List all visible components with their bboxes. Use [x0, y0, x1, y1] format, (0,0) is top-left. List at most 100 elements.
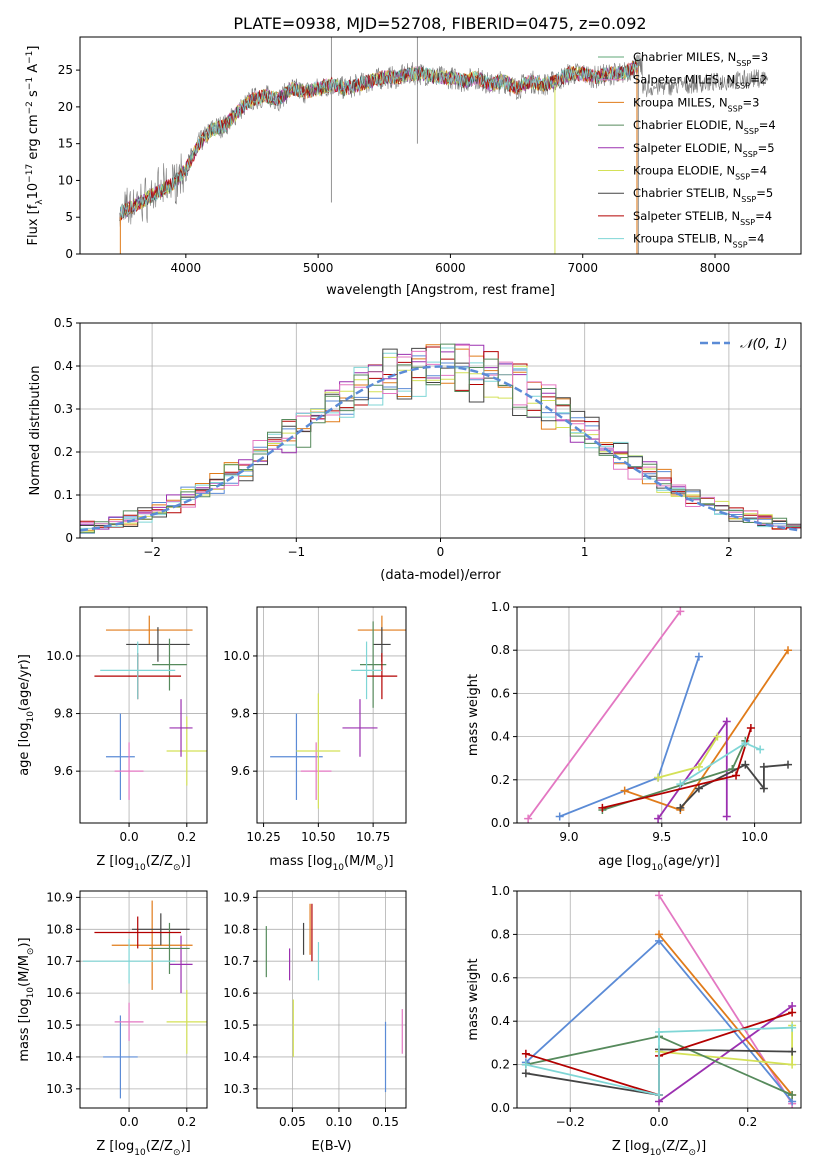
weight-point-marker — [788, 1008, 797, 1017]
x-tick-label: 0.2 — [177, 1115, 196, 1129]
y-tick-label: 0.3 — [54, 402, 73, 416]
weight-point-marker — [676, 607, 685, 616]
weight-point-marker — [676, 780, 685, 789]
weight-series-line — [657, 736, 719, 779]
y-tick-label: 10.5 — [223, 1018, 250, 1032]
y-axis-label: mass weight — [466, 674, 481, 756]
x-tick-label: 10.0 — [741, 830, 768, 844]
x-tick-label: 0.2 — [738, 1115, 757, 1129]
y-tick-label: 5 — [65, 210, 73, 224]
weight-point-marker — [654, 773, 663, 782]
weight-point-marker — [759, 784, 768, 793]
x-tick-label: 0.0 — [120, 1115, 139, 1129]
legend: Chabrier MILES, NSSP=3 Salpeter MILES, NS… — [598, 50, 776, 249]
residuals-frame: −2 −1 0 1 2 0 0.1 0.2 0.3 0.4 0.5 — [54, 316, 802, 559]
axes-frame — [256, 606, 407, 824]
y-tick-label: 9.6 — [231, 764, 250, 778]
legend-label: Kroupa STELIB, NSSP=4 — [633, 232, 764, 250]
y-axis-label: Flux [fλ10−17 erg cm−2 s−1 A−1] — [25, 46, 45, 246]
weight-lines — [521, 891, 797, 1108]
weight-point-marker — [654, 814, 663, 823]
weight-point-marker — [788, 1047, 797, 1056]
y-tick-label: 0.5 — [54, 316, 73, 330]
model-spectrum-line — [119, 59, 639, 221]
y-tick-label: 9.8 — [54, 707, 73, 721]
y-tick-label: 10.7 — [46, 954, 73, 968]
weight-point-marker — [655, 1090, 663, 1099]
histograms — [80, 343, 801, 536]
weight-point-marker — [521, 1060, 530, 1069]
x-tick-label: 8000 — [700, 261, 731, 275]
y-tick-label: 0 — [65, 531, 73, 545]
y-tick-label: 10.0 — [223, 649, 250, 663]
y-tick-label: 0.4 — [491, 730, 510, 744]
y-tick-label: 10.6 — [46, 986, 73, 1000]
x-tick-label: 7000 — [567, 261, 598, 275]
y-tick-label: 0.8 — [491, 927, 510, 941]
y-tick-label: 10.9 — [223, 890, 250, 904]
age-vs-Z-frame: 0.0 0.2 9.6 9.8 10.0 — [46, 606, 208, 844]
weight-point-marker — [746, 723, 755, 732]
y-tick-label: 0.2 — [54, 445, 73, 459]
x-tick-label: 0.0 — [649, 1115, 668, 1129]
legend-label: Kroupa ELODIE, NSSP=4 — [633, 164, 767, 182]
legend-label: Kroupa MILES, NSSP=3 — [633, 95, 759, 113]
weight-series-line — [658, 1005, 793, 1103]
legend-label: Salpeter MILES, NSSP=2 — [633, 73, 767, 91]
y-tick-label: 0.0 — [491, 816, 510, 830]
x-axis-label: (data-model)/error — [380, 568, 501, 583]
age-vs-mass-axes — [257, 607, 406, 823]
y-tick-label: 10.8 — [223, 922, 250, 936]
x-axis-label: Z [log10(Z/Z⊙)] — [96, 854, 190, 873]
y-tick-label: 20 — [58, 100, 73, 114]
y-tick-label: 10.6 — [223, 986, 250, 1000]
y-tick-label: 0.8 — [491, 643, 510, 657]
weight-point-marker — [655, 891, 663, 900]
x-tick-label: 9.5 — [652, 830, 671, 844]
mass-vs-EBV-axes — [257, 891, 406, 1108]
normal-reference-curve — [80, 365, 801, 532]
error-bars — [94, 615, 207, 800]
legend-label: Salpeter ELODIE, NSSP=5 — [633, 141, 775, 159]
legend-label: Chabrier ELODIE, NSSP=4 — [633, 118, 776, 136]
legend-label: Chabrier STELIB, NSSP=5 — [633, 186, 773, 204]
weight-point-marker — [598, 803, 607, 812]
weight-point-marker — [655, 1028, 663, 1037]
weight-point-marker — [521, 1069, 530, 1078]
axes-frame — [79, 890, 208, 1109]
weight-point-marker — [655, 930, 663, 939]
y-tick-label: 15 — [58, 137, 73, 151]
y-tick-label: 9.6 — [54, 764, 73, 778]
y-tick-label: 25 — [58, 63, 73, 77]
y-tick-label: 10.4 — [46, 1050, 73, 1064]
weight-series-line — [525, 1026, 793, 1097]
y-tick-label: 0.2 — [491, 1058, 510, 1072]
weight-point-marker — [732, 771, 741, 780]
weight-lines — [524, 607, 793, 823]
weight-point-marker — [784, 760, 793, 769]
x-axis-label: wavelength [Angstrom, rest frame] — [326, 283, 555, 298]
x-tick-label: −1 — [287, 545, 305, 559]
y-axis-label: age [log10(age/yr)] — [17, 654, 36, 776]
y-tick-label: 10.3 — [223, 1082, 250, 1096]
weight-point-marker — [694, 784, 703, 793]
weight-point-marker — [784, 646, 793, 655]
legend-label: Salpeter STELIB, NSSP=4 — [633, 209, 772, 227]
x-tick-label: 0.10 — [326, 1115, 353, 1129]
axes-frame — [256, 890, 407, 1109]
y-tick-label: 0.6 — [491, 971, 510, 985]
weight-point-marker — [759, 762, 768, 771]
x-tick-label: 0.2 — [177, 830, 196, 844]
x-tick-label: 0.0 — [120, 830, 139, 844]
weight-point-marker — [694, 652, 703, 661]
axes-frame — [516, 606, 802, 824]
figure-title: PLATE=0938, MJD=52708, FIBERID=0475, z=0… — [233, 14, 646, 33]
weight-point-marker — [756, 745, 765, 754]
y-tick-label: 10 — [58, 173, 73, 187]
y-tick-label: 1.0 — [491, 884, 510, 898]
x-axis-label: Z [log10(Z/Z⊙)] — [612, 1139, 706, 1158]
x-tick-label: 6000 — [435, 261, 466, 275]
y-axis-label: Normed distribution — [28, 366, 43, 496]
weight-point-marker — [788, 1060, 797, 1069]
weight-point-marker — [620, 786, 629, 795]
